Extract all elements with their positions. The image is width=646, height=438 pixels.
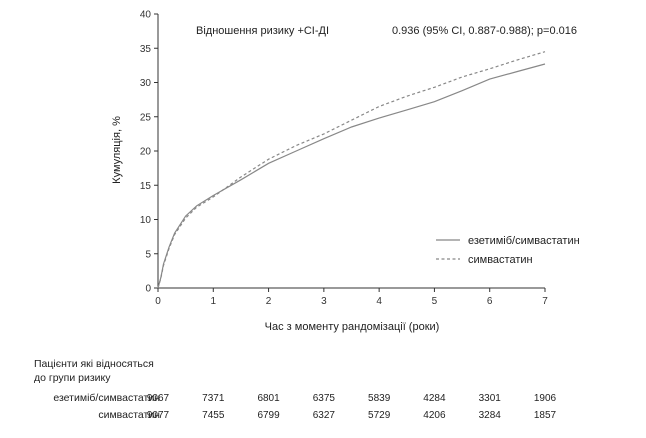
y-tick-label: 15 — [140, 181, 152, 192]
risk-row-label-simvastatin: симвастатин — [98, 409, 160, 421]
hazard-ratio-label: Відношення ризику +CI-ДІ — [196, 25, 329, 37]
y-tick-label: 10 — [140, 215, 152, 226]
risk-table-cell: 9077 — [146, 410, 170, 421]
y-axis-label: Кумуляція, % — [111, 116, 123, 184]
x-tick-label: 2 — [266, 296, 272, 307]
x-tick-label: 1 — [211, 296, 217, 307]
risk-table-cell: 6375 — [312, 393, 335, 404]
risk-table-cell: 1857 — [533, 410, 557, 421]
risk-table-cell: 5729 — [368, 410, 391, 421]
y-tick-label: 35 — [140, 44, 152, 55]
risk-table-cell: 3284 — [478, 410, 501, 421]
x-tick-label: 7 — [542, 296, 548, 307]
series-line-simvastatin — [157, 51, 546, 289]
x-axis-label: Час з моменту рандомізації (роки) — [265, 321, 440, 333]
y-tick-label: 0 — [145, 284, 151, 295]
x-tick-label: 3 — [321, 296, 327, 307]
x-tick-label: 6 — [487, 296, 493, 307]
y-tick-label: 20 — [140, 147, 152, 158]
risk-table-cell: 7455 — [202, 410, 225, 421]
y-ticks: 0 5 10 15 20 25 30 35 40 — [140, 10, 158, 295]
risk-table-cell: 7371 — [202, 393, 225, 404]
legend-label-ezetimibe: езетиміб/симвастатин — [468, 235, 580, 247]
risk-table-cell: 4206 — [423, 410, 446, 421]
risk-table-cell: 1906 — [533, 393, 557, 404]
hazard-ratio-value: 0.936 (95% CI, 0.887-0.988); p=0.016 — [392, 25, 577, 37]
y-tick-label: 30 — [140, 78, 152, 89]
risk-row-label-ezetimibe: езетиміб/симвастатин — [53, 392, 160, 404]
risk-table-title-line1: Пацієнти які відносяться — [34, 358, 154, 370]
y-tick-label: 40 — [140, 10, 152, 21]
risk-table-cell: 6799 — [257, 410, 280, 421]
x-ticks: 0 1 2 3 4 5 6 7 — [155, 288, 548, 307]
series-group — [157, 51, 546, 289]
x-tick-label: 4 — [376, 296, 382, 307]
risk-table-cell: 9067 — [146, 393, 170, 404]
y-tick-label: 25 — [140, 112, 152, 123]
risk-table-cell: 5839 — [368, 393, 391, 404]
risk-table-cell: 4284 — [423, 393, 446, 404]
risk-table-title-line2: до групи ризику — [34, 372, 111, 384]
risk-table-cell: 6327 — [312, 410, 335, 421]
x-tick-label: 5 — [432, 296, 438, 307]
legend: езетиміб/симвастатин симвастатин — [436, 235, 580, 266]
risk-table-cell: 6801 — [257, 393, 280, 404]
risk-table-cell: 3301 — [478, 393, 501, 404]
x-tick-label: 0 — [155, 296, 161, 307]
legend-label-simvastatin: симвастатин — [468, 254, 533, 266]
y-tick-label: 5 — [145, 249, 151, 260]
